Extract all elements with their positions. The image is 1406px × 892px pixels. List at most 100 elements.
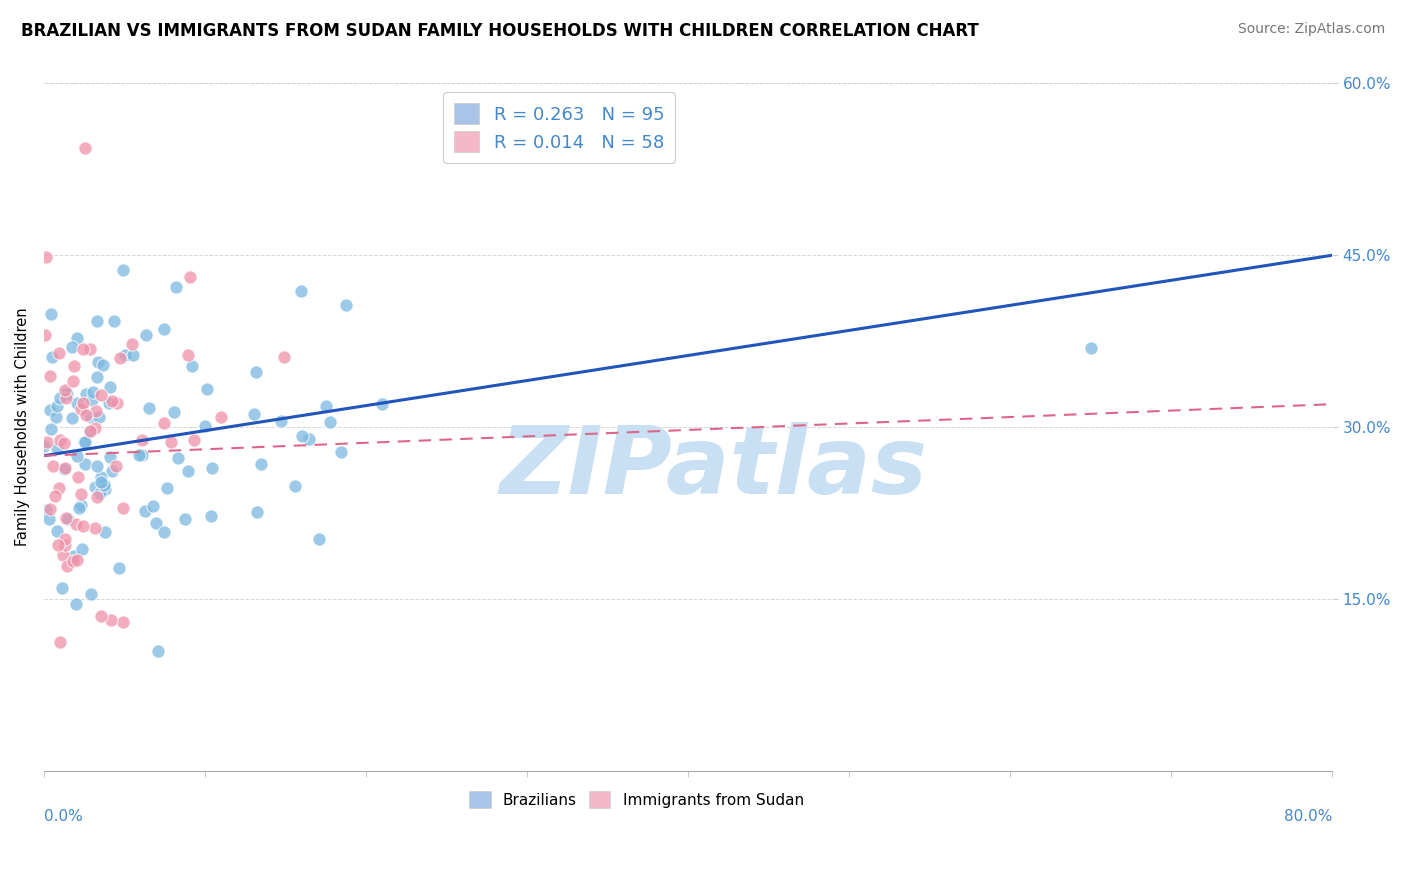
Point bbox=[75, 457, 97, 471]
Point bbox=[146, 644, 169, 658]
Point bbox=[84, 421, 107, 435]
Point bbox=[86, 459, 108, 474]
Point bbox=[142, 500, 165, 514]
Point bbox=[90, 609, 112, 624]
Point bbox=[56, 511, 79, 525]
Point bbox=[291, 428, 314, 442]
Point bbox=[72, 396, 94, 410]
Point bbox=[45, 410, 67, 425]
Point bbox=[34, 328, 56, 343]
Point bbox=[270, 414, 292, 428]
Point bbox=[73, 434, 96, 449]
Point bbox=[308, 533, 330, 547]
Point bbox=[246, 505, 269, 519]
Point bbox=[94, 524, 117, 539]
Point bbox=[108, 351, 131, 366]
Point bbox=[75, 386, 97, 401]
Point bbox=[62, 340, 84, 354]
Point bbox=[329, 445, 352, 459]
Point bbox=[35, 503, 58, 517]
Point bbox=[114, 348, 136, 362]
Point bbox=[173, 512, 195, 526]
Point bbox=[84, 480, 107, 494]
Point bbox=[122, 348, 145, 362]
Point bbox=[75, 408, 97, 422]
Point bbox=[273, 350, 295, 364]
Point bbox=[315, 399, 337, 413]
Point bbox=[153, 322, 176, 336]
Point bbox=[48, 345, 70, 359]
Point bbox=[156, 481, 179, 495]
Point bbox=[51, 581, 73, 595]
Point bbox=[67, 470, 90, 484]
Point bbox=[32, 439, 55, 453]
Point bbox=[37, 434, 59, 449]
Point bbox=[53, 386, 76, 401]
Point bbox=[371, 397, 394, 411]
Point bbox=[112, 501, 135, 516]
Point bbox=[134, 504, 156, 518]
Point bbox=[79, 342, 101, 356]
Point bbox=[98, 380, 121, 394]
Point bbox=[177, 464, 200, 478]
Point bbox=[138, 401, 160, 416]
Point bbox=[53, 462, 76, 476]
Point bbox=[86, 370, 108, 384]
Point bbox=[63, 549, 86, 563]
Point bbox=[165, 280, 187, 294]
Point bbox=[48, 538, 70, 552]
Point bbox=[131, 433, 153, 447]
Point bbox=[62, 554, 84, 568]
Point bbox=[177, 348, 200, 362]
Point bbox=[195, 382, 218, 396]
Point bbox=[108, 561, 131, 575]
Point bbox=[145, 516, 167, 531]
Point bbox=[167, 450, 190, 465]
Point bbox=[135, 327, 157, 342]
Point bbox=[128, 448, 150, 462]
Point bbox=[60, 410, 83, 425]
Point bbox=[49, 634, 72, 648]
Point bbox=[290, 284, 312, 298]
Point bbox=[45, 399, 67, 413]
Point bbox=[104, 458, 127, 473]
Point bbox=[250, 457, 273, 471]
Point bbox=[86, 314, 108, 328]
Point bbox=[152, 525, 174, 540]
Point bbox=[45, 441, 67, 455]
Point bbox=[80, 587, 103, 601]
Point bbox=[38, 501, 60, 516]
Point bbox=[335, 298, 357, 312]
Point bbox=[53, 384, 76, 398]
Point bbox=[87, 410, 110, 425]
Point bbox=[93, 478, 115, 492]
Point bbox=[105, 396, 128, 410]
Point bbox=[66, 553, 89, 567]
Point bbox=[89, 486, 111, 500]
Point bbox=[298, 432, 321, 446]
Point bbox=[35, 250, 58, 264]
Point bbox=[79, 425, 101, 439]
Point bbox=[179, 270, 201, 285]
Point bbox=[1080, 341, 1102, 355]
Point bbox=[63, 359, 86, 373]
Text: 80.0%: 80.0% bbox=[1284, 808, 1331, 823]
Point bbox=[41, 458, 63, 473]
Point bbox=[82, 392, 104, 407]
Point bbox=[39, 402, 62, 417]
Point bbox=[245, 365, 267, 379]
Point bbox=[72, 541, 94, 556]
Point bbox=[101, 393, 124, 408]
Legend: Brazilians, Immigrants from Sudan: Brazilians, Immigrants from Sudan bbox=[463, 785, 810, 814]
Point bbox=[49, 434, 72, 448]
Point bbox=[112, 615, 135, 630]
Point bbox=[65, 396, 87, 410]
Point bbox=[86, 490, 108, 504]
Point bbox=[112, 263, 135, 277]
Point bbox=[90, 388, 112, 402]
Point bbox=[48, 481, 70, 495]
Point bbox=[72, 342, 94, 356]
Text: BRAZILIAN VS IMMIGRANTS FROM SUDAN FAMILY HOUSEHOLDS WITH CHILDREN CORRELATION C: BRAZILIAN VS IMMIGRANTS FROM SUDAN FAMIL… bbox=[21, 22, 979, 40]
Point bbox=[73, 435, 96, 450]
Point bbox=[98, 450, 121, 464]
